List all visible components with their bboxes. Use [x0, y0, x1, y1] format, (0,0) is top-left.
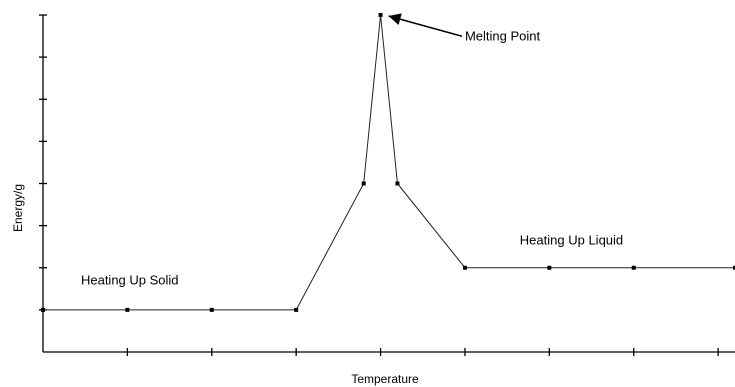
- data-point: [733, 265, 735, 270]
- data-point: [125, 307, 130, 312]
- annotations: Heating Up Solid Heating Up Liquid Melting…: [81, 13, 623, 288]
- annotation-arrowhead: [388, 13, 402, 25]
- y-axis-label: Energy/g: [11, 184, 25, 232]
- data-point: [378, 13, 383, 17]
- annotation-arrow-line: [388, 15, 463, 37]
- annotation-label: Heating Up Liquid: [520, 233, 623, 248]
- data-point: [41, 307, 45, 312]
- annotation-label: Melting Point: [465, 28, 541, 43]
- data-point: [631, 265, 636, 270]
- axes: [39, 14, 735, 356]
- annotation-label: Heating Up Solid: [81, 273, 179, 288]
- data-point: [547, 265, 552, 270]
- x-axis-label: Temperature: [351, 372, 419, 386]
- series-line: [43, 14, 735, 311]
- data-point: [395, 181, 400, 186]
- series: [41, 13, 735, 312]
- data-point: [462, 265, 467, 270]
- data-point: [209, 307, 214, 312]
- data-point: [361, 181, 366, 186]
- data-point: [294, 307, 299, 312]
